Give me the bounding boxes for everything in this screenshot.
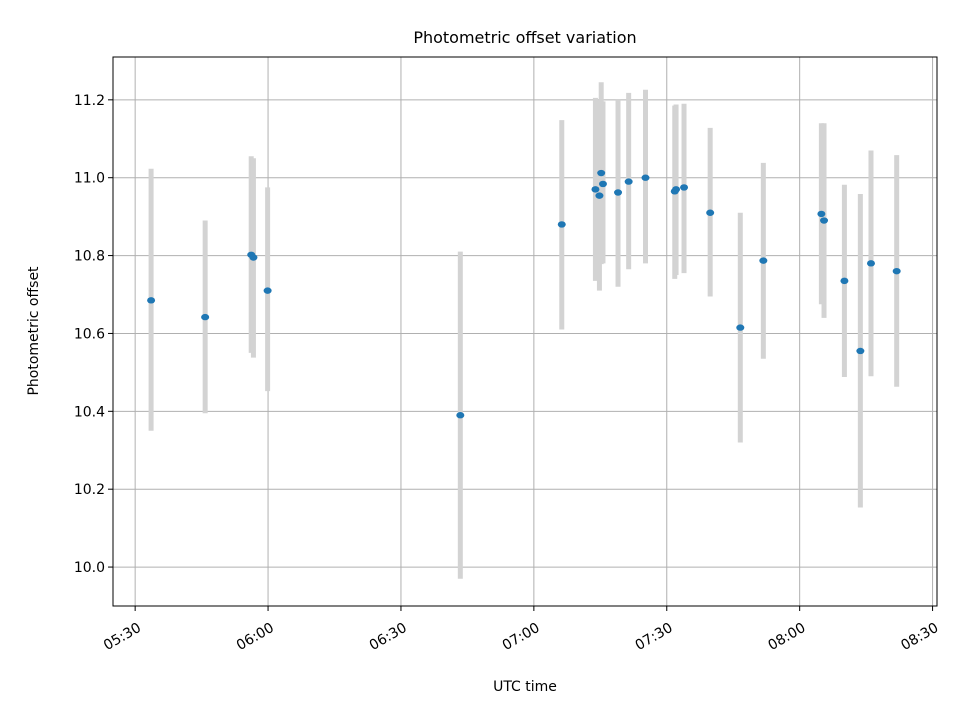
data-point (591, 186, 600, 193)
data-point (614, 189, 623, 196)
y-tick-label: 10.2 (74, 482, 105, 498)
data-point (456, 412, 465, 419)
y-tick-label: 10.4 (74, 404, 105, 420)
y-tick-label: 11.2 (74, 93, 105, 109)
data-point (736, 324, 745, 331)
data-point (641, 174, 650, 181)
y-tick-label: 11.0 (74, 171, 105, 187)
data-point (557, 221, 566, 228)
data-point (598, 180, 607, 188)
data-point (840, 277, 849, 285)
y-tick-label: 10.8 (74, 249, 105, 265)
data-point (759, 257, 768, 264)
data-point (147, 297, 156, 304)
data-point (866, 260, 875, 267)
data-point (263, 287, 272, 294)
data-point (817, 210, 826, 218)
data-point (597, 169, 606, 177)
plot-frame (112, 56, 938, 607)
data-points (147, 169, 901, 419)
y-tick-label: 10.6 (74, 326, 105, 342)
data-point (672, 186, 681, 193)
y-axis-label: Photometric offset (26, 266, 42, 396)
data-point (706, 209, 715, 216)
data-point (249, 254, 258, 261)
data-point (856, 347, 865, 355)
y-tick-label: 10.0 (74, 560, 105, 576)
data-point (892, 267, 901, 275)
x-axis-label: UTC time (493, 679, 557, 695)
data-point (595, 192, 604, 199)
data-point (680, 184, 689, 191)
data-point (624, 178, 633, 185)
y-axis-ticks: 10.0 10.2 10.4 10.6 10.8 11.0 11.2 (74, 93, 113, 576)
data-point (201, 313, 210, 321)
data-point (820, 217, 829, 224)
chart-title: Photometric offset variation (413, 28, 636, 47)
